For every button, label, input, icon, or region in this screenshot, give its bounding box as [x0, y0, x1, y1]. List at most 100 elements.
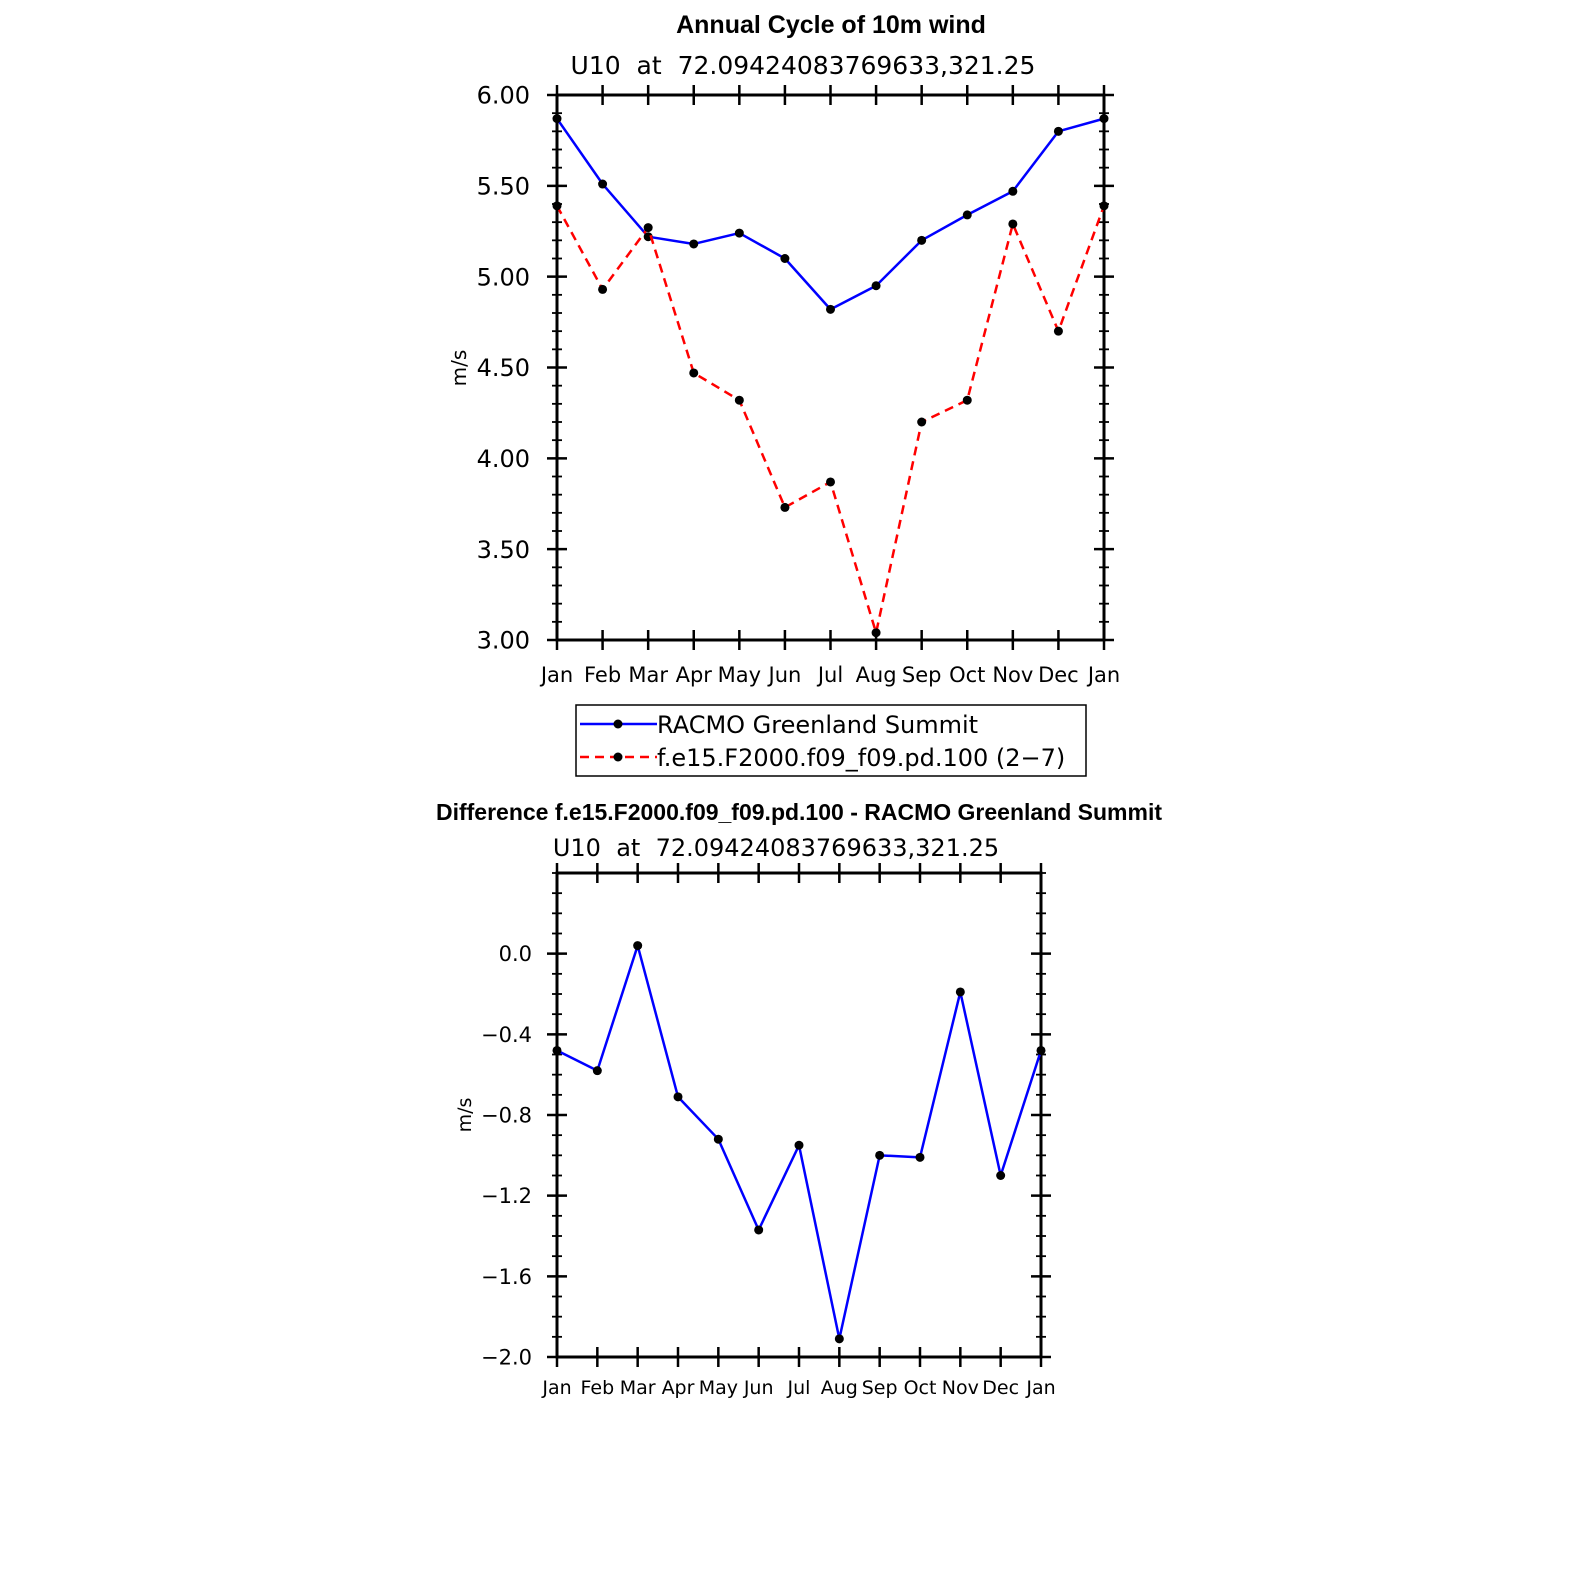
series-1-point — [1053, 326, 1063, 336]
x-tick-label: May — [718, 663, 761, 687]
series-0-point — [917, 235, 927, 245]
series-0-point — [962, 210, 972, 220]
x-tick-label: Jan — [539, 663, 573, 687]
y-tick-label: 6.00 — [477, 82, 530, 110]
chart1-legend: RACMO Greenland Summit f.e15.F2000.f09_f… — [575, 704, 1087, 777]
chart2-title: Difference f.e15.F2000.f09_f09.pd.100 - … — [436, 799, 1162, 825]
x-tick-label: Jun — [767, 663, 802, 687]
y-tick-label: −0.8 — [481, 1104, 532, 1128]
y-tick-label: 3.00 — [477, 627, 530, 655]
x-tick-label: Jan — [541, 1377, 571, 1399]
series-0-point — [552, 1045, 562, 1055]
series-0-point — [713, 1134, 723, 1144]
series-0-point — [1053, 126, 1063, 136]
y-tick-label: 5.00 — [477, 263, 530, 291]
x-tick-label: Oct — [904, 1377, 937, 1399]
series-0-point — [689, 239, 699, 249]
series-0-point — [780, 254, 790, 263]
series-0-point — [1099, 114, 1109, 124]
chart2-subtitle: U10 at 72.09424083769633,321.25 — [553, 834, 999, 862]
legend-box — [575, 704, 1087, 777]
chart2-y-axis-label: m/s — [454, 1098, 476, 1133]
series-1-point — [643, 223, 653, 233]
series-0-point — [871, 281, 881, 291]
series-1-point — [689, 368, 699, 378]
y-tick-label: 3.50 — [477, 536, 530, 564]
annual-cycle-chart: Annual Cycle of 10m wind U10 at 72.09424… — [447, 11, 1121, 777]
series-0-point — [1036, 1045, 1046, 1055]
x-tick-label: Feb — [584, 663, 621, 687]
series-0-point — [673, 1092, 683, 1102]
series-0-point — [955, 987, 965, 997]
legend-marker-racmo — [613, 719, 623, 729]
x-tick-label: Aug — [856, 663, 897, 687]
chart2-series — [552, 941, 1046, 1344]
x-tick-label: Mar — [628, 663, 668, 687]
series-0-point — [875, 1150, 885, 1160]
x-tick-label: Apr — [676, 663, 713, 687]
series-line-1 — [555, 205, 1106, 634]
series-0-point — [598, 179, 608, 189]
chart1-axes: Jan Feb Mar Apr May Jun Jul Aug Sep Oct Nov Dec Jan 3… — [477, 82, 1121, 687]
y-tick-label: 0.0 — [499, 942, 532, 966]
chart2-axes: Jan Feb Mar Apr May Jun Jul Aug Sep Oct Nov Dec Jan−… — [481, 863, 1056, 1399]
series-0-point — [794, 1140, 804, 1150]
legend-label-racmo: RACMO Greenland Summit — [657, 711, 978, 739]
x-tick-label: Dec — [982, 1377, 1019, 1399]
plot-frame — [555, 93, 1106, 642]
series-1-point — [917, 417, 927, 427]
y-tick-label: 5.50 — [477, 172, 530, 200]
y-tick-label: −1.6 — [481, 1265, 532, 1289]
chart1-subtitle: U10 at 72.09424083769633,321.25 — [571, 51, 1036, 80]
series-0-point — [552, 114, 562, 124]
series-0-point — [592, 1066, 602, 1076]
x-tick-label: Jun — [743, 1377, 774, 1399]
y-tick-label: −2.0 — [481, 1346, 532, 1370]
series-0-point — [834, 1334, 844, 1344]
y-tick-label: −1.2 — [481, 1184, 532, 1208]
series-1-point — [962, 395, 972, 405]
chart1-series — [552, 114, 1109, 638]
series-1-point — [598, 284, 608, 294]
x-tick-label: Nov — [942, 1377, 979, 1399]
x-tick-label: Dec — [1038, 663, 1079, 687]
x-tick-label: Mar — [620, 1377, 656, 1399]
series-1-point — [552, 201, 562, 211]
x-tick-label: Apr — [662, 1377, 695, 1399]
plot-frame — [555, 871, 1043, 1359]
series-0-point — [996, 1171, 1006, 1180]
difference-chart: Difference f.e15.F2000.f09_f09.pd.100 - … — [436, 799, 1162, 1399]
series-1-point — [1099, 201, 1109, 211]
series-0-point — [826, 304, 835, 314]
x-tick-label: Jul — [787, 1377, 811, 1399]
series-0-point — [915, 1152, 925, 1162]
chart1-title: Annual Cycle of 10m wind — [676, 11, 986, 39]
legend-marker-model — [613, 752, 623, 762]
series-0-point — [633, 941, 643, 951]
legend-label-model: f.e15.F2000.f09_f09.pd.100 (2−7) — [657, 744, 1065, 772]
x-tick-label: Aug — [821, 1377, 858, 1399]
x-tick-label: Jan — [1025, 1377, 1055, 1399]
x-tick-label: Sep — [902, 663, 942, 687]
series-1-point — [1008, 219, 1018, 229]
series-1-point — [780, 502, 790, 512]
x-tick-label: Nov — [992, 663, 1033, 687]
series-1-point — [734, 395, 744, 405]
x-tick-label: Jul — [816, 663, 843, 687]
series-1-point — [871, 628, 881, 638]
series-1-point — [826, 477, 835, 487]
x-tick-label: Jan — [1086, 663, 1120, 687]
y-tick-label: 4.00 — [477, 445, 530, 473]
series-0-point — [754, 1225, 764, 1235]
x-tick-label: May — [699, 1377, 738, 1399]
series-0-point — [734, 228, 744, 238]
x-tick-label: Feb — [581, 1377, 615, 1399]
series-0-point — [1008, 186, 1018, 196]
y-tick-label: 4.50 — [477, 354, 530, 382]
x-tick-label: Oct — [949, 663, 985, 687]
chart1-y-axis-label: m/s — [447, 350, 471, 387]
y-tick-label: −0.4 — [481, 1023, 532, 1047]
series-line-0 — [555, 117, 1105, 311]
x-tick-label: Sep — [862, 1377, 898, 1399]
